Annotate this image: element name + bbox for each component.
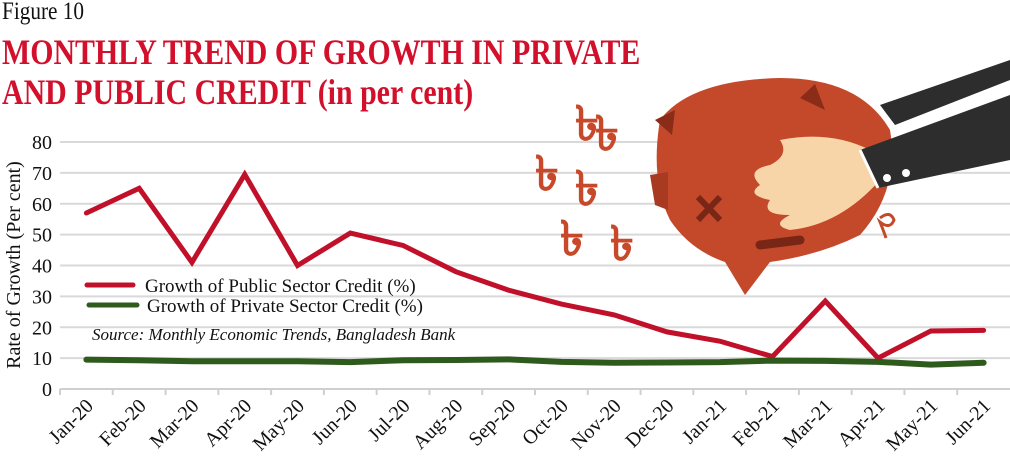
- svg-text:৳: ৳: [560, 211, 584, 267]
- hand-icon: [754, 136, 880, 230]
- x-tick-label: Aug-20: [409, 395, 468, 454]
- svg-text:৳: ৳: [610, 216, 634, 272]
- chart-title-line1: MONTHLY TREND OF GROWTH IN PRIVATE: [2, 32, 641, 72]
- y-tick-label: 60: [32, 194, 52, 216]
- x-tick-label: Apr-21: [833, 395, 889, 451]
- figure-label: Figure 10: [2, 0, 85, 25]
- svg-text:৳: ৳: [575, 96, 599, 152]
- x-eye-icon: [695, 194, 723, 223]
- x-tick-label: Mar-21: [779, 395, 837, 453]
- x-tick-label: Feb-20: [95, 395, 151, 451]
- legend: Growth of Public Sector Credit (%) Growt…: [84, 276, 423, 317]
- x-tick-label: Jun-21: [941, 395, 995, 449]
- taka-symbols-icon: ৳৳ ৳ ৳ ৳ ৳: [535, 96, 634, 272]
- x-tick-label: Jan-20: [45, 395, 98, 448]
- series-line-private: [83, 356, 987, 368]
- source-note: Source: Monthly Economic Trends, Banglad…: [92, 325, 456, 344]
- x-tick-label: Sep-20: [465, 395, 521, 451]
- svg-text:৳: ৳: [575, 161, 599, 217]
- x-tick-label: May-20: [249, 395, 309, 455]
- x-tick-label: Nov-20: [567, 395, 626, 454]
- y-axis-label: Rate of Growth (Per cent): [3, 161, 25, 369]
- legend-label-public: Growth of Public Sector Credit (%): [145, 276, 416, 297]
- x-tick-label: Mar-20: [146, 395, 204, 453]
- x-tick-label: Jun-20: [308, 395, 362, 449]
- y-tick-label: 30: [32, 286, 52, 308]
- series-line-public: [83, 169, 987, 362]
- x-tick-label: Apr-20: [200, 395, 256, 451]
- suit-sleeve: [860, 95, 1010, 188]
- x-tick-label: Feb-21: [728, 395, 784, 451]
- svg-text:৳: ৳: [535, 146, 559, 202]
- y-tick-label: 20: [32, 317, 52, 339]
- legend-label-private: Growth of Private Sector Credit (%): [147, 296, 423, 317]
- piggy-bank-illustration: ৳৳ ৳ ৳ ৳ ৳: [535, 60, 1010, 295]
- y-tick-label: 50: [32, 225, 52, 247]
- y-tick-label: 0: [42, 379, 52, 401]
- x-tick-label: Jul-20: [364, 395, 415, 446]
- x-tick-label: May-21: [882, 395, 942, 455]
- x-tick-label: Jan-21: [678, 395, 731, 448]
- x-tick-label: Dec-20: [621, 395, 678, 452]
- svg-text:৳: ৳: [595, 106, 619, 162]
- y-tick-label: 70: [32, 163, 52, 185]
- chart-title-line2: AND PUBLIC CREDIT (in per cent): [2, 72, 474, 112]
- y-tick-label: 80: [32, 132, 52, 154]
- x-tick-label: Oct-20: [518, 395, 573, 450]
- y-tick-label: 40: [32, 256, 52, 278]
- y-tick-label: 10: [32, 348, 52, 370]
